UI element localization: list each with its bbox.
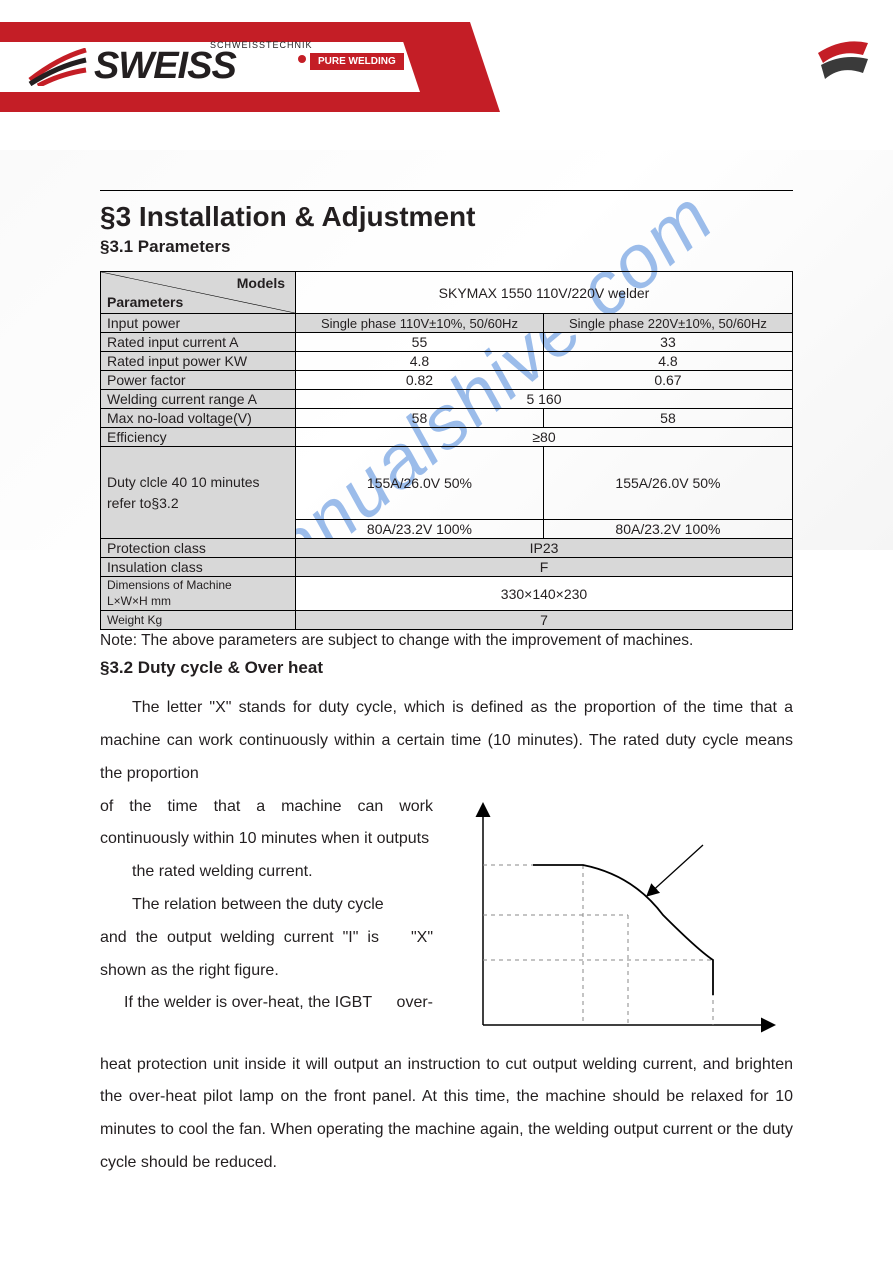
cell: 80A/23.2V 100% — [543, 520, 792, 539]
cell: 155A/26.0V 50% — [296, 447, 544, 520]
parameters-table: Models Parameters SKYMAX 1550 110V/220V … — [100, 271, 793, 630]
text-span: If the welder is over-heat, the IGBT — [124, 994, 372, 1011]
cell: ≥80 — [296, 428, 793, 447]
col-b-header: Single phase 220V±10%, 50/60Hz — [543, 314, 792, 333]
table-row: Input power Single phase 110V±10%, 50/60… — [101, 314, 793, 333]
brand-badge: PURE WELDING — [310, 53, 404, 70]
table-header-diagonal: Models Parameters — [101, 272, 296, 314]
model-title-cell: SKYMAX 1550 110V/220V welder — [296, 272, 793, 314]
header-models: Models — [237, 275, 285, 291]
section-title: §3 Installation & Adjustment — [100, 201, 793, 233]
table-row: Rated input current A 55 33 — [101, 333, 793, 352]
text-span: over- — [373, 987, 433, 1020]
table-row: Weight Kg 7 — [101, 611, 793, 630]
table-row: Max no-load voltage(V) 58 58 — [101, 409, 793, 428]
cell: IP23 — [296, 539, 793, 558]
table-row: Models Parameters SKYMAX 1550 110V/220V … — [101, 272, 793, 314]
cell: 55 — [296, 333, 544, 352]
param-label: Max no-load voltage(V) — [101, 409, 296, 428]
cell: 7 — [296, 611, 793, 630]
table-row: Insulation class F — [101, 558, 793, 577]
cell: 0.67 — [543, 371, 792, 390]
table-row: Welding current range A 5 160 — [101, 390, 793, 409]
brand-subtext: SCHWEISSTECHNIK — [210, 40, 313, 50]
page-header: SWEISS SCHWEISSTECHNIK PURE WELDING — [0, 0, 893, 130]
subsection-duty: §3.2 Duty cycle & Over heat — [100, 658, 793, 678]
cell: F — [296, 558, 793, 577]
subsection-params: §3.1 Parameters — [100, 237, 793, 257]
paragraph: The letter "X" stands for duty cycle, wh… — [100, 692, 793, 790]
chart-svg — [453, 795, 793, 1045]
corner-decoration — [693, 0, 893, 120]
text-span: The relation between the duty cycle — [132, 896, 384, 913]
cell: 4.8 — [296, 352, 544, 371]
cell: 5 160 — [296, 390, 793, 409]
param-label: Weight Kg — [101, 611, 296, 630]
param-label: Input power — [101, 314, 296, 333]
table-note: Note: The above parameters are subject t… — [100, 632, 793, 650]
logo-stripes-icon — [28, 48, 88, 86]
param-label: Efficiency — [101, 428, 296, 447]
param-label: Dimensions of Machine L×W×H mm — [101, 577, 296, 611]
cell: 58 — [543, 409, 792, 428]
text-span: "X" — [379, 922, 433, 955]
cell: 33 — [543, 333, 792, 352]
table-row: Rated input power KW 4.8 4.8 — [101, 352, 793, 371]
param-label: Protection class — [101, 539, 296, 558]
table-row: Power factor 0.82 0.67 — [101, 371, 793, 390]
param-label: Duty clcle 40 10 minutes refer to§3.2 — [101, 447, 296, 539]
cell: 58 — [296, 409, 544, 428]
brand-name: SWEISS — [94, 45, 236, 88]
param-label: Power factor — [101, 371, 296, 390]
brand-dot-icon — [298, 55, 306, 63]
cell: 4.8 — [543, 352, 792, 371]
text-wrap-area: of the time that a machine can work cont… — [100, 791, 793, 1049]
param-label: Rated input current A — [101, 333, 296, 352]
table-row: Protection class IP23 — [101, 539, 793, 558]
cell: 330×140×230 — [296, 577, 793, 611]
body-text: The letter "X" stands for duty cycle, wh… — [100, 692, 793, 1180]
cell: 155A/26.0V 50% — [543, 447, 792, 520]
param-label: Rated input power KW — [101, 352, 296, 371]
table-row: Duty clcle 40 10 minutes refer to§3.2 15… — [101, 447, 793, 520]
table-row: Dimensions of Machine L×W×H mm 330×140×2… — [101, 577, 793, 611]
horizontal-rule — [100, 190, 793, 191]
col-a-header: Single phase 110V±10%, 50/60Hz — [296, 314, 544, 333]
table-row: Efficiency ≥80 — [101, 428, 793, 447]
page-content: §3 Installation & Adjustment §3.1 Parame… — [0, 130, 893, 1180]
corner-s-icon — [813, 35, 873, 85]
cell: 0.82 — [296, 371, 544, 390]
brand-logo: SWEISS — [28, 45, 236, 88]
cell: 80A/23.2V 100% — [296, 520, 544, 539]
header-parameters: Parameters — [107, 294, 183, 310]
param-label: Insulation class — [101, 558, 296, 577]
paragraph: heat protection unit inside it will outp… — [100, 1049, 793, 1180]
duty-cycle-chart — [453, 795, 793, 1045]
param-label: Welding current range A — [101, 390, 296, 409]
